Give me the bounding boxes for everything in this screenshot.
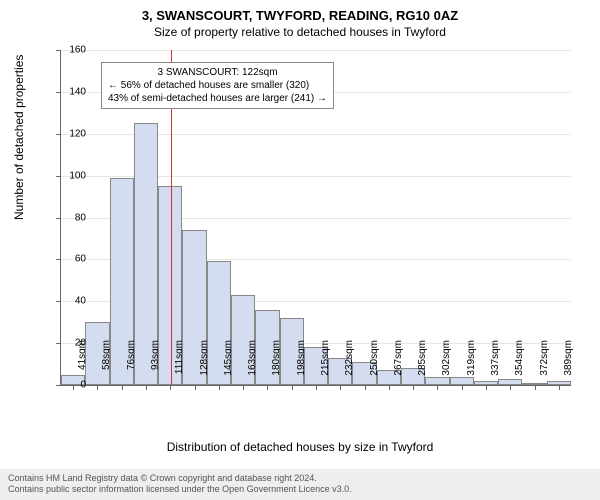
annotation-box: 3 SWANSCOURT: 122sqm ← 56% of detached h… bbox=[101, 62, 334, 109]
chart-subtitle: Size of property relative to detached ho… bbox=[0, 23, 600, 39]
xtick-mark bbox=[365, 385, 366, 390]
ytick-label: 80 bbox=[56, 212, 86, 223]
annotation-line1: 3 SWANSCOURT: 122sqm bbox=[108, 66, 327, 79]
ytick-label: 0 bbox=[56, 380, 86, 391]
gridline bbox=[61, 50, 571, 51]
xtick-mark bbox=[340, 385, 341, 390]
xtick-mark bbox=[267, 385, 268, 390]
xtick-mark bbox=[437, 385, 438, 390]
xtick-mark bbox=[146, 385, 147, 390]
ytick-label: 20 bbox=[56, 338, 86, 349]
annotation-line3: 43% of semi-detached houses are larger (… bbox=[108, 92, 327, 105]
xtick-mark bbox=[535, 385, 536, 390]
ytick-label: 100 bbox=[56, 170, 86, 181]
xtick-mark bbox=[413, 385, 414, 390]
xtick-mark bbox=[195, 385, 196, 390]
xtick-mark bbox=[292, 385, 293, 390]
footer: Contains HM Land Registry data © Crown c… bbox=[0, 469, 600, 500]
ytick-label: 40 bbox=[56, 296, 86, 307]
xtick-mark bbox=[219, 385, 220, 390]
xtick-label: 389sqm bbox=[563, 340, 574, 390]
xtick-mark bbox=[559, 385, 560, 390]
footer-line2: Contains public sector information licen… bbox=[8, 484, 592, 496]
xtick-mark bbox=[122, 385, 123, 390]
footer-line1: Contains HM Land Registry data © Crown c… bbox=[8, 473, 592, 485]
y-axis-label: Number of detached properties bbox=[12, 55, 26, 220]
xtick-mark bbox=[170, 385, 171, 390]
xtick-mark bbox=[462, 385, 463, 390]
ytick-label: 140 bbox=[56, 86, 86, 97]
ytick-label: 60 bbox=[56, 254, 86, 265]
chart-title: 3, SWANSCOURT, TWYFORD, READING, RG10 0A… bbox=[0, 0, 600, 23]
x-axis-label: Distribution of detached houses by size … bbox=[0, 440, 600, 454]
plot-area: 41sqm58sqm76sqm93sqm111sqm128sqm145sqm16… bbox=[60, 50, 571, 386]
chart-container: 3, SWANSCOURT, TWYFORD, READING, RG10 0A… bbox=[0, 0, 600, 500]
xtick-mark bbox=[510, 385, 511, 390]
xtick-mark bbox=[389, 385, 390, 390]
xtick-mark bbox=[486, 385, 487, 390]
xtick-mark bbox=[243, 385, 244, 390]
ytick-label: 120 bbox=[56, 128, 86, 139]
annotation-line2: ← 56% of detached houses are smaller (32… bbox=[108, 79, 327, 92]
xtick-mark bbox=[97, 385, 98, 390]
xtick-mark bbox=[316, 385, 317, 390]
ytick-label: 160 bbox=[56, 45, 86, 56]
